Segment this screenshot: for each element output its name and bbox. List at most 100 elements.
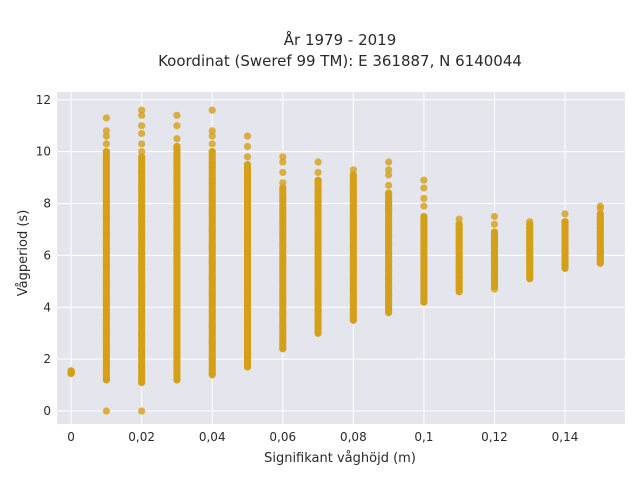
data-point <box>420 292 428 300</box>
data-point <box>314 285 322 294</box>
data-point <box>279 333 287 341</box>
x-tick-label: 0,1 <box>414 430 433 444</box>
data-point <box>138 378 146 387</box>
data-point <box>420 286 428 294</box>
data-point-outlier <box>314 168 322 177</box>
data-point <box>243 305 252 313</box>
data-point <box>314 264 322 272</box>
data-point <box>279 253 287 261</box>
data-point <box>208 259 216 267</box>
data-point <box>314 187 322 195</box>
data-point <box>349 223 357 231</box>
y-tick-label: 2 <box>43 352 51 366</box>
data-point <box>138 314 146 322</box>
data-point <box>385 206 393 214</box>
data-point <box>349 171 357 179</box>
x-tick-label: 0,02 <box>128 430 155 444</box>
data-point-outlier <box>279 153 287 161</box>
data-point <box>385 266 393 274</box>
x-tick-label: 0,06 <box>269 430 296 444</box>
y-tick-label: 10 <box>36 145 51 159</box>
data-point <box>385 257 393 265</box>
x-tick-label: 0 <box>67 430 75 444</box>
data-point <box>314 318 322 326</box>
data-point <box>420 237 428 245</box>
data-point <box>349 233 357 241</box>
data-point-outlier <box>490 285 499 293</box>
data-point <box>208 323 216 331</box>
data-point <box>173 259 181 267</box>
data-point <box>385 198 393 206</box>
data-point <box>102 180 110 188</box>
data-point <box>314 209 322 217</box>
data-point <box>349 212 357 221</box>
data-point <box>596 210 604 218</box>
data-point <box>243 291 252 299</box>
data-point <box>314 198 322 206</box>
x-tick-label: 0,08 <box>340 430 367 444</box>
data-point-outlier <box>349 166 357 174</box>
data-point <box>243 175 252 183</box>
data-point <box>349 285 357 293</box>
data-point <box>102 360 110 368</box>
data-point <box>208 275 216 283</box>
data-point <box>385 291 393 300</box>
data-point <box>173 376 181 384</box>
data-point <box>102 262 110 270</box>
data-point <box>420 261 428 270</box>
data-point <box>138 266 146 274</box>
data-point <box>173 309 181 317</box>
data-point <box>279 184 287 192</box>
x-tick-label: 0,12 <box>481 430 508 444</box>
data-point <box>173 176 181 184</box>
data-point <box>138 233 146 242</box>
data-point <box>420 255 428 263</box>
data-point <box>243 262 252 270</box>
data-point <box>102 196 110 205</box>
data-point-outlier <box>138 111 146 119</box>
data-point <box>208 227 216 235</box>
data-point <box>385 300 393 308</box>
data-point <box>208 339 216 347</box>
data-point-outlier <box>385 158 393 166</box>
data-point <box>208 195 216 204</box>
data-point <box>420 219 428 227</box>
data-point <box>173 342 181 351</box>
data-point <box>349 275 357 283</box>
data-point <box>420 231 428 239</box>
data-point <box>314 220 322 228</box>
data-point <box>279 310 287 318</box>
data-point <box>279 299 287 307</box>
data-point <box>385 249 393 257</box>
data-point <box>385 274 393 282</box>
data-point <box>102 311 110 319</box>
data-point-outlier <box>385 171 393 179</box>
data-point <box>349 306 357 314</box>
data-point <box>279 207 287 215</box>
data-point <box>420 280 428 288</box>
data-point <box>138 346 146 354</box>
x-tick-label: 0,14 <box>552 430 579 444</box>
data-point <box>138 362 146 370</box>
data-point <box>173 159 181 167</box>
data-point <box>279 276 287 284</box>
data-point <box>349 264 357 272</box>
data-point <box>314 176 322 184</box>
data-point <box>208 291 216 299</box>
data-point <box>243 319 252 328</box>
data-point <box>208 148 216 156</box>
x-tick-label: 0,04 <box>199 430 226 444</box>
data-point <box>385 223 393 231</box>
data-point-outlier <box>490 212 499 221</box>
data-point <box>420 274 428 282</box>
data-point <box>138 153 146 161</box>
data-point <box>173 326 181 334</box>
data-point-outlier <box>243 132 252 140</box>
data-point <box>385 232 393 240</box>
data-points <box>67 106 604 415</box>
data-point <box>208 371 216 379</box>
data-point <box>173 242 181 251</box>
data-point <box>420 298 428 306</box>
data-point <box>314 242 322 250</box>
